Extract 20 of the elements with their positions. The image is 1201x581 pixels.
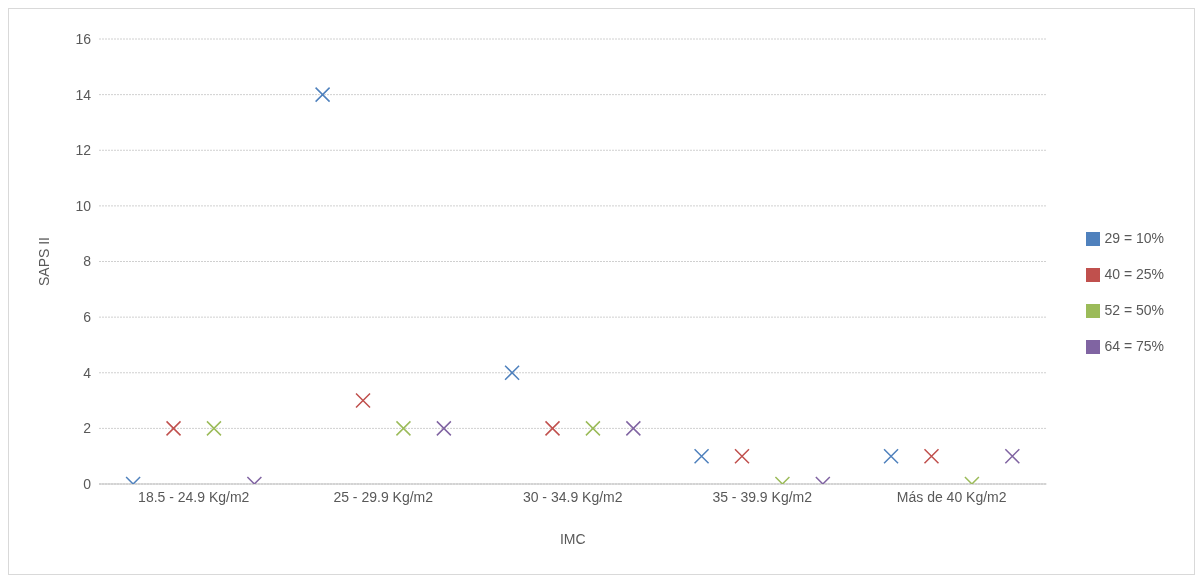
legend-label: 40 = 25% (1104, 265, 1164, 282)
y-tick-label: 0 (83, 475, 92, 492)
x-tick-label: 35 - 39.9 Kg/m2 (712, 488, 813, 505)
legend-label: 64 = 75% (1104, 337, 1164, 354)
x-tick-label: 18.5 - 24.9 Kg/m2 (138, 488, 250, 505)
x-axis-title: IMC (559, 531, 586, 547)
y-tick-label: 4 (83, 364, 92, 381)
y-tick-label: 14 (75, 86, 92, 103)
y-tick-label: 10 (75, 197, 92, 214)
x-tick-label: 25 - 29.9 Kg/m2 (333, 488, 434, 505)
y-tick-label: 16 (75, 30, 92, 47)
y-tick-label: 8 (83, 253, 92, 270)
y-tick-label: 2 (83, 420, 92, 437)
x-tick-label: Más de 40 Kg/m2 (896, 488, 1007, 505)
y-tick-label: 6 (83, 309, 92, 326)
legend-label: 29 = 10% (1104, 229, 1164, 246)
y-tick-label: 12 (75, 142, 92, 159)
x-tick-label: 30 - 34.9 Kg/m2 (522, 488, 623, 505)
legend-label: 52 = 50% (1104, 301, 1164, 318)
y-axis-title: SAPS II (35, 236, 52, 287)
